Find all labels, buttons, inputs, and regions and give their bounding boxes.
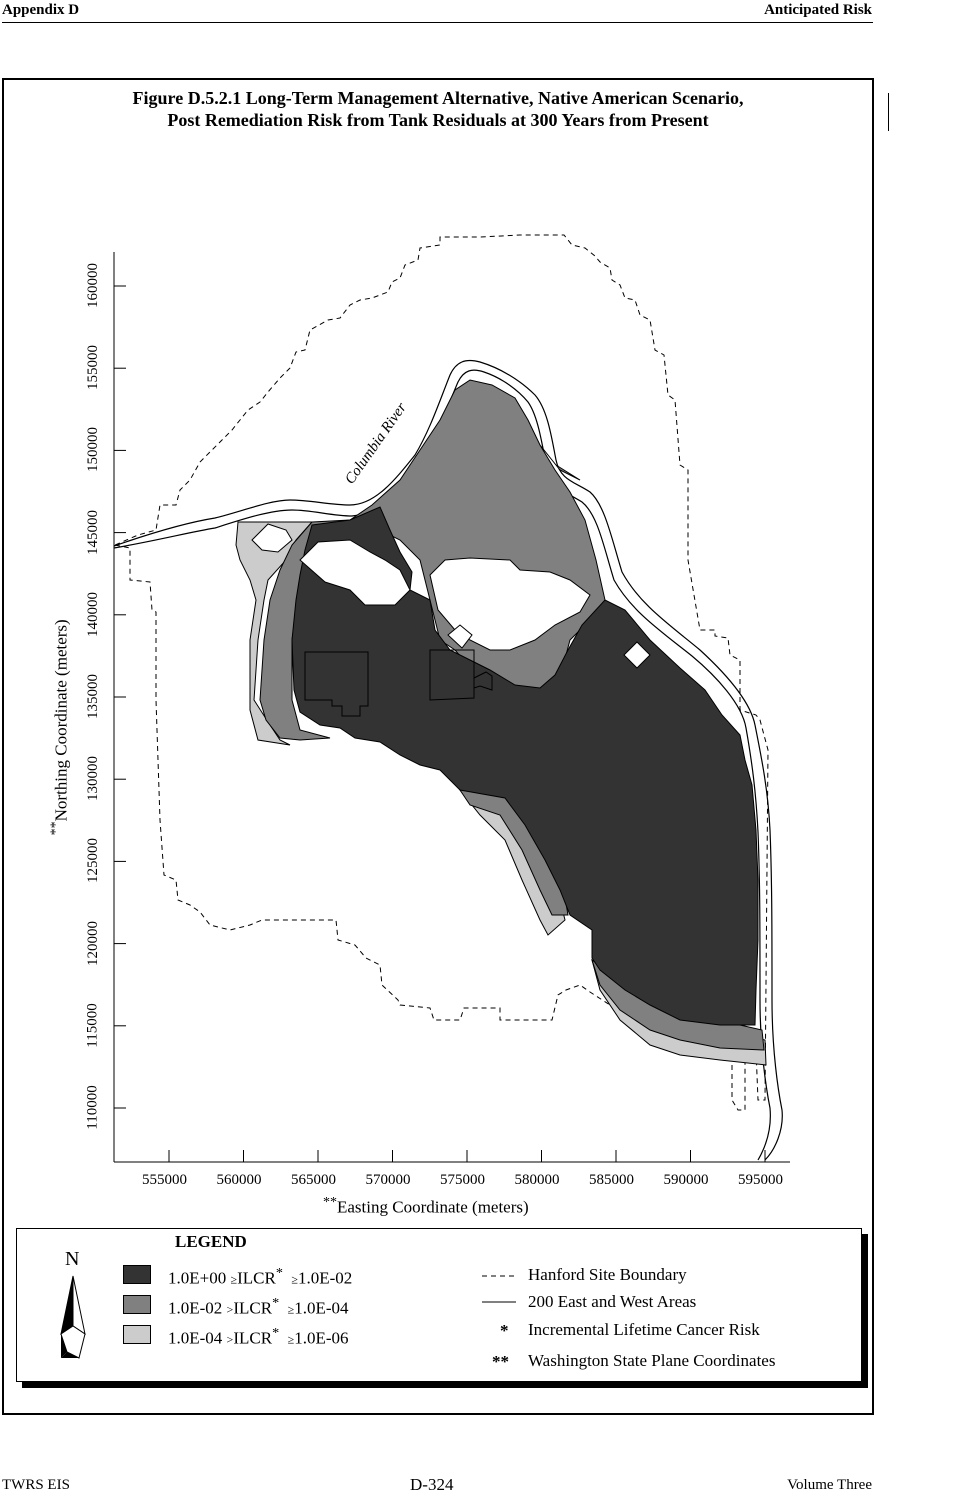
figure-title-line2: Post Remediation Risk from Tank Residual… xyxy=(167,110,709,130)
legend-risk-low-op2: ≥ xyxy=(287,1332,295,1347)
north-label: N xyxy=(65,1248,80,1270)
x-axis-prefix: ** xyxy=(323,1195,337,1210)
legend-note-double-star: ** xyxy=(492,1352,509,1371)
figure-title-line1: Figure D.5.2.1 Long-Term Management Alte… xyxy=(132,88,744,108)
x-tick-label: 570000 xyxy=(365,1172,411,1188)
y-tick-label: 160000 xyxy=(85,263,101,308)
legend-risk-medium-hi: 1.0E-04 xyxy=(294,1298,349,1318)
y-axis-label: **Northing Coordinate (meters) xyxy=(49,592,72,862)
x-tick-label: 565000 xyxy=(291,1172,336,1188)
legend-site-boundary: Hanford Site Boundary xyxy=(528,1265,687,1284)
high-risk-zone xyxy=(291,506,759,1026)
y-tick-label: 120000 xyxy=(85,920,101,966)
x-tick-label: 555000 xyxy=(142,1172,187,1188)
legend-ilcr-note: Incremental Lifetime Cancer Risk xyxy=(528,1320,760,1339)
legend-risk-low-star: * xyxy=(272,1325,280,1341)
legend-risk-medium-op1: > xyxy=(226,1302,234,1317)
revision-bar xyxy=(888,93,889,131)
x-tick-label: 580000 xyxy=(514,1172,560,1188)
footer-right: Volume Three xyxy=(787,1477,872,1493)
legend-risk-high-op2: ≥ xyxy=(291,1272,298,1287)
clean-area-1 xyxy=(299,539,411,606)
figure-frame xyxy=(2,78,874,1415)
y-axis-label-text: Northing Coordinate (meters) xyxy=(51,619,71,822)
x-tick-label: 590000 xyxy=(663,1172,709,1188)
legend-risk-medium-name: ILCR xyxy=(233,1298,273,1318)
footer-left: TWRS EIS xyxy=(2,1477,70,1493)
200-west-area xyxy=(304,651,369,717)
clean-area-3 xyxy=(251,523,293,553)
legend-swatch-low xyxy=(123,1325,151,1344)
legend-risk-high-star: * xyxy=(275,1265,283,1281)
legend-title: LEGEND xyxy=(175,1232,247,1251)
columbia-river-outer xyxy=(113,359,783,1161)
y-tick-label: 145000 xyxy=(85,509,101,555)
header-rule xyxy=(2,22,873,23)
x-axis-label-text: Easting Coordinate (meters) xyxy=(337,1197,529,1217)
y-axis-ticks xyxy=(114,285,126,1109)
legend-risk-medium-star: * xyxy=(272,1295,280,1311)
x-tick-label: 585000 xyxy=(589,1172,634,1188)
legend-box xyxy=(16,1228,862,1382)
legend-risk-medium-lo: 1.0E-02 xyxy=(168,1298,223,1318)
legend-risk-high: 1.0E+00 ≥ILCR* ≥1.0E-02 xyxy=(168,1265,352,1289)
200-east-area xyxy=(429,649,493,701)
footer-page-number: D-324 xyxy=(410,1475,454,1494)
legend-200-areas: 200 East and West Areas xyxy=(528,1292,697,1311)
y-tick-label: 110000 xyxy=(84,1085,101,1130)
legend-risk-high-hi: 1.0E-02 xyxy=(297,1268,353,1288)
hanford-site-boundary xyxy=(113,234,769,1111)
legend-note-star: * xyxy=(500,1321,509,1340)
legend-swatch-high xyxy=(123,1265,151,1284)
legend-risk-high-name: ILCR xyxy=(237,1268,276,1288)
y-axis-prefix: ** xyxy=(48,821,64,836)
legend-risk-low-hi: 1.0E-06 xyxy=(294,1328,349,1348)
header-right: Anticipated Risk xyxy=(764,2,872,18)
y-tick-label: 150000 xyxy=(85,427,101,473)
y-tick-label: 140000 xyxy=(85,591,101,637)
legend-swatch-medium xyxy=(123,1295,151,1314)
x-axis-ticks xyxy=(168,1150,766,1162)
north-arrow-icon xyxy=(60,1275,86,1359)
legend-risk-high-lo: 1.0E+00 xyxy=(168,1268,227,1288)
legend-risk-medium: 1.0E-02 >ILCR* ≥1.0E-04 xyxy=(168,1295,349,1319)
y-tick-label: 115000 xyxy=(84,1003,101,1048)
y-tick-label: 130000 xyxy=(85,756,101,802)
legend-coords-note: Washington State Plane Coordinates xyxy=(528,1351,776,1370)
legend-risk-low-lo: 1.0E-04 xyxy=(168,1328,223,1348)
y-tick-label: 155000 xyxy=(85,345,101,391)
legend-risk-medium-op2: ≥ xyxy=(287,1302,295,1317)
header-left: Appendix D xyxy=(2,2,80,18)
clean-area-5 xyxy=(623,641,651,669)
legend-line-symbols xyxy=(482,1275,516,1303)
x-tick-label: 560000 xyxy=(216,1172,262,1188)
clean-area-4 xyxy=(447,624,473,649)
y-tick-label: 135000 xyxy=(85,674,101,719)
y-tick-label: 125000 xyxy=(85,838,101,884)
river-label: Columbia River xyxy=(342,400,410,487)
legend-risk-low-op1: > xyxy=(226,1332,234,1347)
x-axis-label: **Easting Coordinate (meters) xyxy=(323,1195,529,1218)
legend-risk-low-name: ILCR xyxy=(233,1328,273,1348)
legend-risk-high-op1: ≥ xyxy=(230,1272,238,1287)
x-tick-label: 595000 xyxy=(738,1172,783,1188)
legend-risk-low: 1.0E-04 >ILCR* ≥1.0E-06 xyxy=(168,1325,349,1349)
x-tick-label: 575000 xyxy=(440,1172,485,1188)
